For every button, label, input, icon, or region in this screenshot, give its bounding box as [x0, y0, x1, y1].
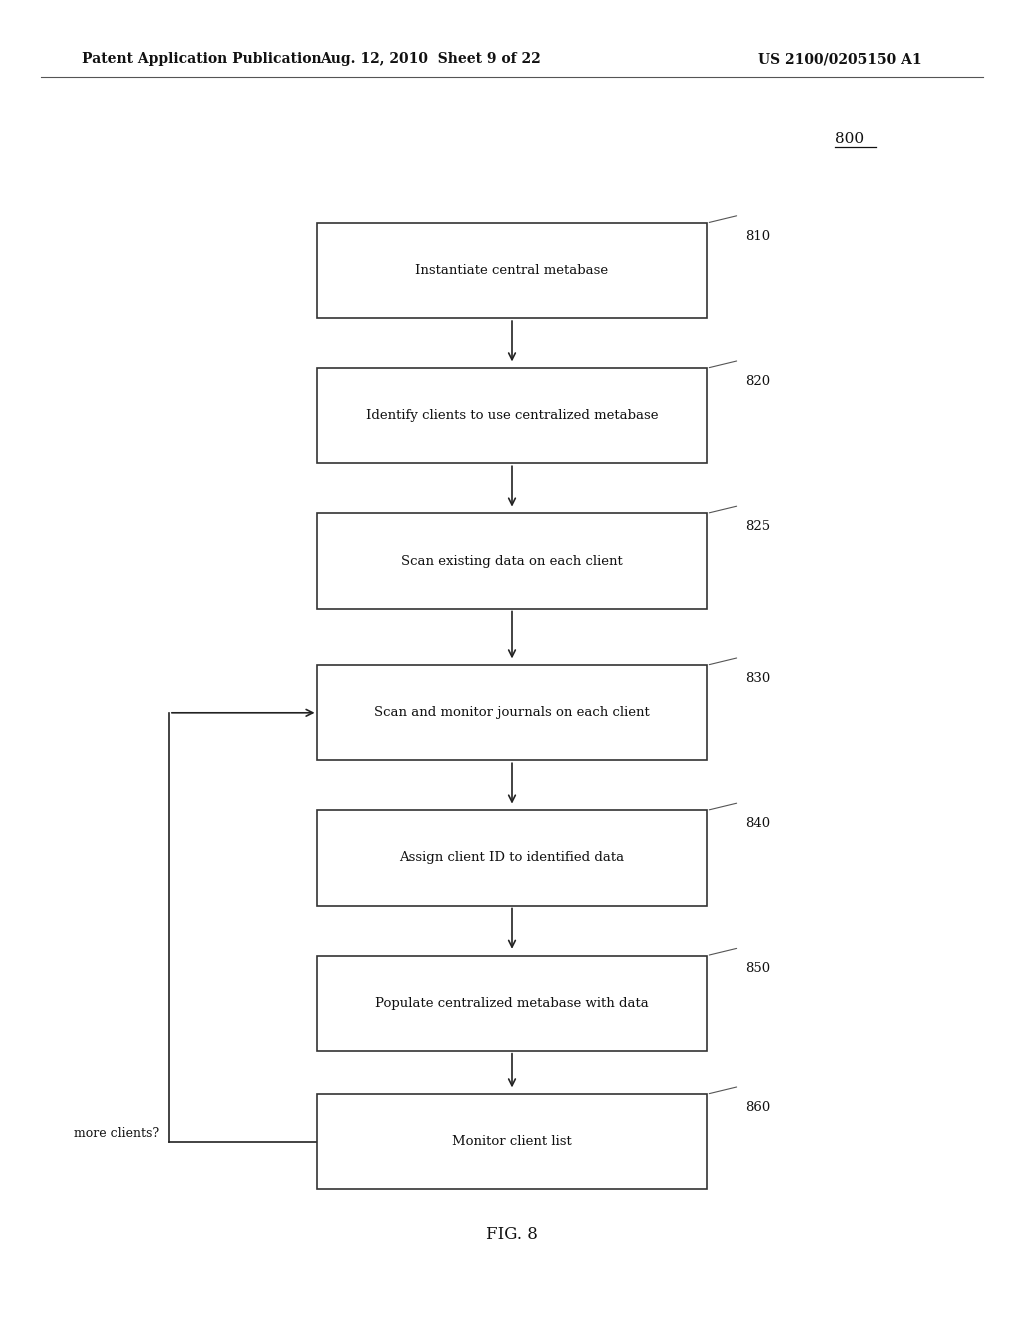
Text: 825: 825 [745, 520, 771, 533]
FancyBboxPatch shape [317, 368, 707, 463]
FancyBboxPatch shape [317, 956, 707, 1051]
Text: FIG. 8: FIG. 8 [486, 1226, 538, 1242]
FancyBboxPatch shape [317, 665, 707, 760]
FancyBboxPatch shape [317, 810, 707, 906]
Text: more clients?: more clients? [74, 1127, 159, 1140]
FancyBboxPatch shape [317, 513, 707, 609]
Text: 850: 850 [745, 962, 771, 975]
Text: 800: 800 [835, 132, 863, 145]
Text: 830: 830 [745, 672, 771, 685]
Text: Assign client ID to identified data: Assign client ID to identified data [399, 851, 625, 865]
Text: Aug. 12, 2010  Sheet 9 of 22: Aug. 12, 2010 Sheet 9 of 22 [319, 53, 541, 66]
Text: Scan and monitor journals on each client: Scan and monitor journals on each client [374, 706, 650, 719]
Text: US 2100/0205150 A1: US 2100/0205150 A1 [758, 53, 922, 66]
Text: 840: 840 [745, 817, 771, 830]
Text: Scan existing data on each client: Scan existing data on each client [401, 554, 623, 568]
Text: Instantiate central metabase: Instantiate central metabase [416, 264, 608, 277]
FancyBboxPatch shape [317, 1094, 707, 1189]
Text: Monitor client list: Monitor client list [453, 1135, 571, 1148]
Text: Identify clients to use centralized metabase: Identify clients to use centralized meta… [366, 409, 658, 422]
Text: 860: 860 [745, 1101, 771, 1114]
Text: 820: 820 [745, 375, 771, 388]
Text: 810: 810 [745, 230, 771, 243]
FancyBboxPatch shape [317, 223, 707, 318]
Text: Populate centralized metabase with data: Populate centralized metabase with data [375, 997, 649, 1010]
Text: Patent Application Publication: Patent Application Publication [82, 53, 322, 66]
